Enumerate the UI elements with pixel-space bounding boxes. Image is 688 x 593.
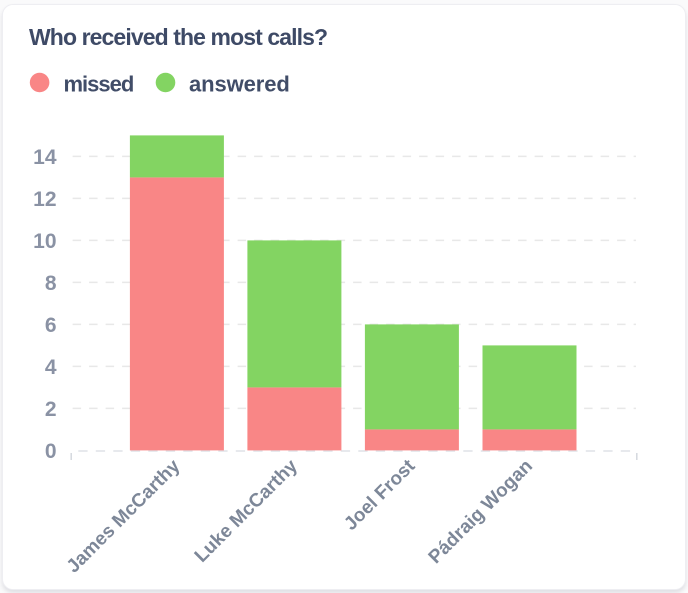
svg-text:10: 10: [33, 230, 56, 253]
svg-text:14: 14: [33, 146, 57, 169]
svg-text:2: 2: [45, 398, 57, 421]
svg-text:Luke McCarthy: Luke McCarthy: [191, 455, 302, 566]
svg-text:James McCarthy: James McCarthy: [63, 455, 185, 577]
svg-text:answered: answered: [189, 72, 290, 97]
svg-text:8: 8: [45, 272, 57, 295]
svg-text:missed: missed: [64, 72, 134, 97]
svg-text:4: 4: [45, 356, 57, 379]
svg-text:Pádraig Wogan: Pádraig Wogan: [425, 456, 537, 568]
svg-text:Who received the most calls?: Who received the most calls?: [29, 24, 327, 50]
svg-text:0: 0: [45, 440, 57, 463]
svg-text:6: 6: [45, 314, 57, 337]
svg-text:Joel Frost: Joel Frost: [340, 455, 420, 535]
svg-text:12: 12: [33, 188, 56, 211]
